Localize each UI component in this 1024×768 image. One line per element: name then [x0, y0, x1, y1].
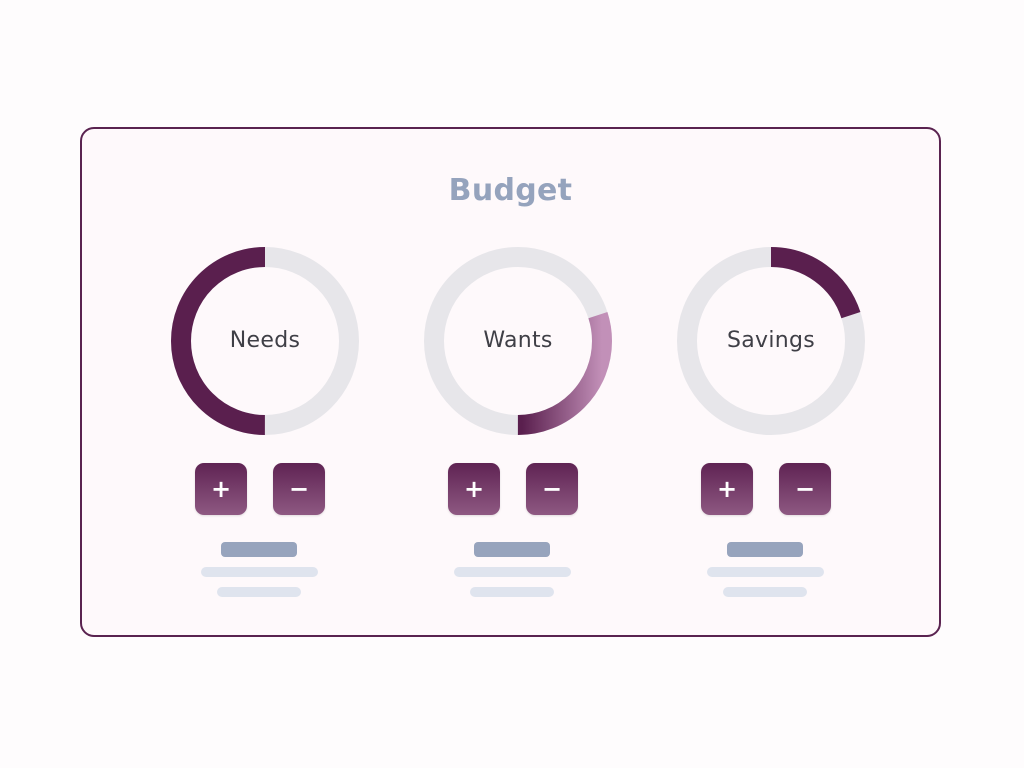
category-wants: Wants + −: [416, 245, 616, 605]
donut-label-savings: Savings: [726, 328, 816, 353]
card-title: Budget: [448, 173, 573, 208]
donut-chart-wants: Wants: [422, 245, 614, 437]
donut-svg-needs: [171, 247, 359, 435]
donut-arc-needs: [171, 247, 359, 435]
donut-chart-needs: Needs: [169, 245, 361, 437]
increase-wants-button[interactable]: +: [448, 463, 500, 515]
category-needs: Needs + −: [163, 245, 363, 605]
donut-svg-wants: [424, 247, 612, 435]
skeleton-title-savings: [727, 542, 803, 557]
decrease-wants-button[interactable]: −: [526, 463, 578, 515]
decrease-needs-button[interactable]: −: [273, 463, 325, 515]
skeleton-title-wants: [474, 542, 550, 557]
donut-arc-wants: [424, 247, 612, 435]
skeleton-line-needs: [217, 587, 301, 597]
skeleton-line-savings: [723, 587, 807, 597]
increase-savings-button[interactable]: +: [701, 463, 753, 515]
donut-arc-savings: [677, 247, 865, 435]
donut-label-wants: Wants: [483, 328, 553, 353]
category-savings: Savings + −: [669, 245, 869, 605]
skeleton-line-wants: [470, 587, 554, 597]
skeleton-line-needs: [201, 567, 318, 577]
donut-label-needs: Needs: [229, 328, 301, 353]
decrease-savings-button[interactable]: −: [779, 463, 831, 515]
increase-needs-button[interactable]: +: [195, 463, 247, 515]
donut-chart-savings: Savings: [675, 245, 867, 437]
skeleton-title-needs: [221, 542, 297, 557]
skeleton-line-savings: [707, 567, 824, 577]
donut-svg-savings: [677, 247, 865, 435]
budget-card: Budget Needs + − Wants + − Savings + −: [80, 127, 941, 637]
skeleton-line-wants: [454, 567, 571, 577]
